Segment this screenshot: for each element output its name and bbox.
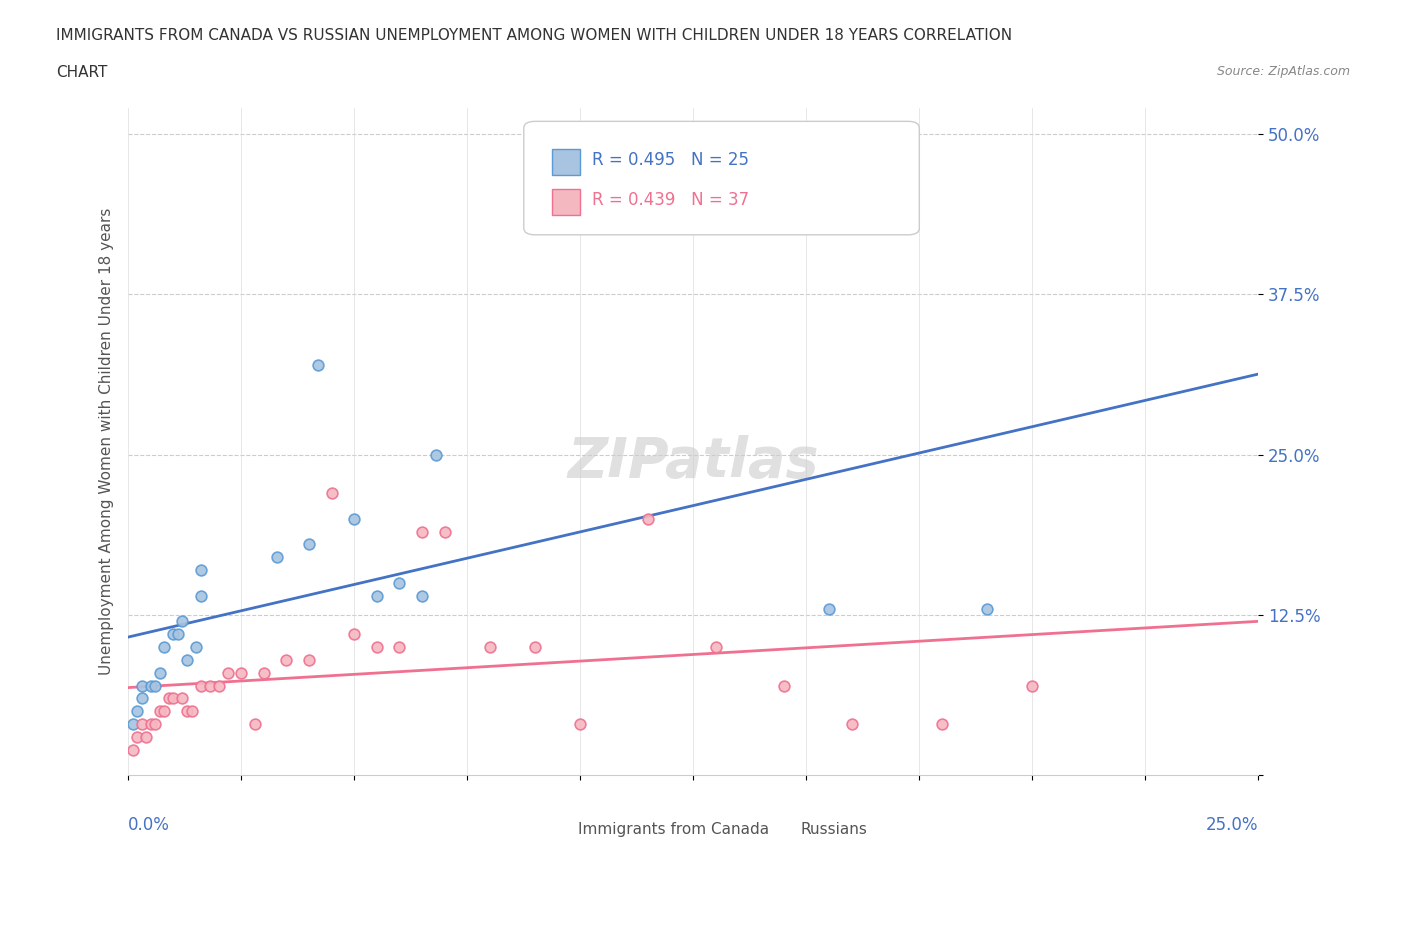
Point	[433, 525, 456, 539]
Point	[176, 704, 198, 719]
Point	[366, 589, 388, 604]
Point	[425, 447, 447, 462]
Text: ZIPatlas: ZIPatlas	[568, 434, 820, 489]
Point	[139, 717, 162, 732]
FancyBboxPatch shape	[524, 121, 920, 234]
Point	[145, 717, 167, 732]
Point	[343, 627, 366, 642]
Point	[190, 563, 212, 578]
Point	[266, 550, 288, 565]
Point	[167, 627, 190, 642]
Point	[131, 717, 153, 732]
Point	[198, 678, 221, 693]
Point	[569, 717, 592, 732]
Point	[931, 717, 953, 732]
Y-axis label: Unemployment Among Women with Children Under 18 years: Unemployment Among Women with Children U…	[100, 208, 114, 675]
Text: IMMIGRANTS FROM CANADA VS RUSSIAN UNEMPLOYMENT AMONG WOMEN WITH CHILDREN UNDER 1: IMMIGRANTS FROM CANADA VS RUSSIAN UNEMPL…	[56, 28, 1012, 43]
FancyBboxPatch shape	[782, 816, 794, 832]
Point	[157, 691, 180, 706]
Point	[145, 678, 167, 693]
Text: 0.0%: 0.0%	[128, 816, 170, 833]
Point	[366, 640, 388, 655]
Point	[841, 717, 863, 732]
Point	[298, 653, 321, 668]
Text: R = 0.439   N = 37: R = 0.439 N = 37	[592, 191, 749, 209]
Point	[127, 729, 149, 744]
Point	[135, 729, 157, 744]
Point	[162, 627, 184, 642]
Point	[208, 678, 231, 693]
FancyBboxPatch shape	[560, 816, 574, 832]
Text: 25.0%: 25.0%	[1206, 816, 1258, 833]
Point	[818, 601, 841, 616]
Point	[149, 665, 172, 680]
Point	[184, 640, 207, 655]
FancyBboxPatch shape	[553, 150, 581, 175]
Point	[637, 512, 659, 526]
Point	[153, 640, 176, 655]
Text: CHART: CHART	[56, 65, 108, 80]
Point	[121, 742, 143, 757]
Point	[478, 640, 501, 655]
Point	[1021, 678, 1043, 693]
Text: R = 0.495   N = 25: R = 0.495 N = 25	[592, 151, 748, 169]
Point	[614, 204, 637, 219]
Point	[388, 576, 411, 591]
Point	[253, 665, 276, 680]
Point	[127, 704, 149, 719]
Point	[524, 640, 547, 655]
Point	[276, 653, 298, 668]
Point	[704, 640, 727, 655]
Text: Russians: Russians	[800, 822, 868, 837]
Point	[772, 678, 794, 693]
Point	[298, 537, 321, 551]
Point	[153, 704, 176, 719]
Text: Source: ZipAtlas.com: Source: ZipAtlas.com	[1216, 65, 1350, 78]
Point	[131, 691, 153, 706]
Point	[411, 525, 433, 539]
FancyBboxPatch shape	[553, 190, 581, 215]
Point	[190, 589, 212, 604]
Point	[172, 614, 194, 629]
Point	[121, 717, 143, 732]
Point	[180, 704, 202, 719]
Point	[307, 357, 329, 372]
Point	[976, 601, 998, 616]
Point	[131, 678, 153, 693]
Point	[176, 653, 198, 668]
Point	[149, 704, 172, 719]
Point	[231, 665, 253, 680]
Point	[217, 665, 239, 680]
Point	[411, 589, 433, 604]
Text: Immigrants from Canada: Immigrants from Canada	[578, 822, 769, 837]
Point	[162, 691, 184, 706]
Point	[343, 512, 366, 526]
Point	[190, 678, 212, 693]
Point	[172, 691, 194, 706]
Point	[139, 678, 162, 693]
Point	[243, 717, 266, 732]
Point	[321, 485, 343, 500]
Point	[388, 640, 411, 655]
